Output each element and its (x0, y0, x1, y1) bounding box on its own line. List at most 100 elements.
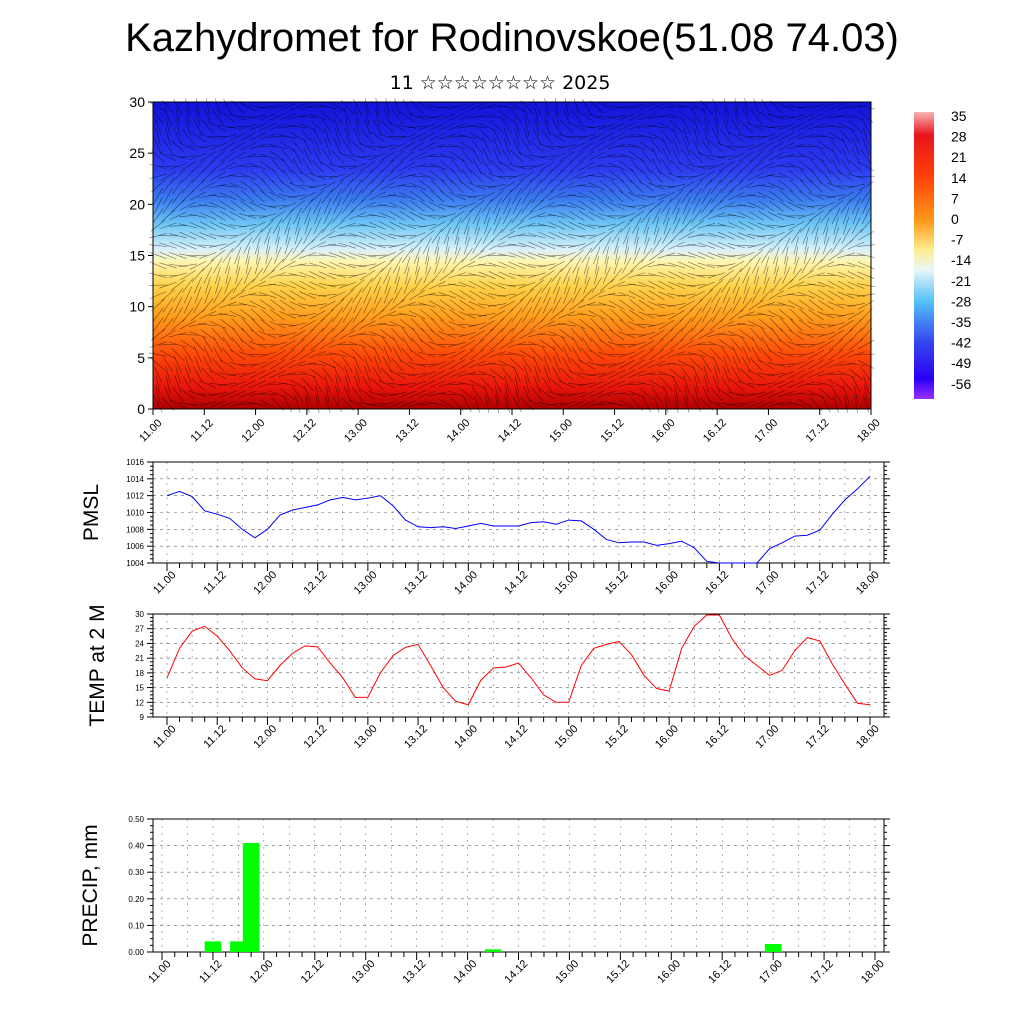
wind-barb (420, 189, 435, 203)
wind-barb (418, 403, 437, 405)
wind-barb (617, 212, 636, 219)
wind-barb (232, 277, 243, 294)
wind-barb (757, 400, 775, 408)
wind-barb (399, 141, 416, 152)
wind-barb (208, 183, 227, 189)
wind-barb (558, 311, 576, 319)
wind-barb (767, 164, 786, 169)
wind-barb (159, 349, 176, 360)
wind-barb (808, 359, 824, 370)
y-tick-label: 20 (129, 196, 145, 212)
wind-barb (439, 269, 455, 281)
wind-barb (842, 148, 851, 165)
x-tick-label: 13.00 (352, 569, 380, 597)
wind-barb (647, 373, 666, 376)
wind-barb (621, 257, 632, 274)
wind-barb (777, 102, 795, 112)
wind-barb (588, 113, 606, 120)
wind-barb (269, 272, 287, 279)
wind-barb (318, 104, 337, 110)
wind-barb (788, 329, 804, 341)
wind-barb (861, 118, 871, 135)
wind-barb (152, 307, 164, 323)
wind-barb (543, 365, 551, 383)
wind-barb (508, 244, 526, 248)
wind-barb (847, 262, 865, 269)
x-tick-label: 18.00 (854, 569, 882, 597)
wind-barb (478, 362, 497, 367)
wind-barb (209, 400, 227, 408)
wind-barb (241, 327, 254, 342)
wind-barb (151, 179, 165, 193)
wind-barb (324, 137, 331, 156)
wind-barb (350, 140, 365, 153)
wind-barb (189, 242, 207, 249)
wind-barb (624, 246, 630, 265)
wind-barb (537, 253, 556, 258)
wind-barb (409, 200, 425, 212)
wind-barb (701, 297, 712, 313)
wind-barb (700, 198, 712, 214)
wind-barb (203, 267, 213, 284)
wind-barb (798, 399, 815, 409)
wind-barb (390, 160, 405, 173)
wind-barb (604, 256, 609, 275)
wind-barb (660, 377, 673, 392)
wind-barb (490, 120, 504, 134)
wind-barb (351, 188, 363, 204)
wind-barb (750, 327, 763, 342)
wind-barb (380, 170, 395, 183)
wind-barb (481, 198, 493, 214)
wind-barb (372, 118, 383, 135)
x-tick-label: 11.00 (151, 723, 178, 750)
wind-barb (587, 125, 606, 129)
wind-barb (663, 385, 670, 403)
wind-barb (398, 372, 417, 377)
wind-barb (697, 242, 716, 249)
wind-barb (249, 201, 266, 211)
y-tick-label: 1014 (126, 475, 144, 484)
wind-barb (498, 253, 516, 258)
wind-barb (249, 300, 266, 310)
wind-barb (508, 352, 526, 357)
wind-barb (757, 125, 776, 129)
wind-barb (698, 171, 715, 182)
wind-barb (149, 244, 167, 247)
wind-barb (558, 251, 576, 260)
wind-barb (164, 108, 172, 126)
wind-barb (469, 131, 486, 142)
wind-barb (459, 180, 475, 192)
wind-barb (282, 248, 294, 263)
wind-barb (859, 308, 873, 322)
wind-barb (607, 353, 626, 356)
wind-barb (777, 380, 795, 389)
wind-barb (468, 182, 486, 190)
wind-barb (501, 317, 513, 333)
wind-barb (198, 194, 217, 199)
wind-barb (288, 263, 307, 268)
wind-barb (278, 134, 297, 139)
wind-barb (279, 202, 297, 210)
wind-barb (163, 188, 173, 205)
wind-barb (490, 327, 504, 342)
wind-barb (697, 262, 716, 269)
wind-barb (359, 161, 376, 172)
wind-barb (308, 254, 327, 257)
wind-barb (629, 210, 645, 222)
wind-barb (310, 318, 325, 332)
wind-barb (308, 303, 327, 307)
wind-barb (380, 367, 394, 381)
wind-barb (304, 207, 312, 225)
wind-barb (683, 137, 690, 156)
wind-barb (358, 263, 377, 268)
wind-barb (628, 321, 646, 329)
x-tick-label: 14.12 (502, 569, 530, 597)
wind-barb (368, 213, 387, 218)
wind-barb (169, 212, 187, 220)
wind-barb (189, 231, 207, 240)
wind-barb (435, 246, 440, 265)
wind-barb (229, 151, 246, 162)
wind-barb (518, 330, 535, 340)
wind-barb (534, 365, 540, 384)
